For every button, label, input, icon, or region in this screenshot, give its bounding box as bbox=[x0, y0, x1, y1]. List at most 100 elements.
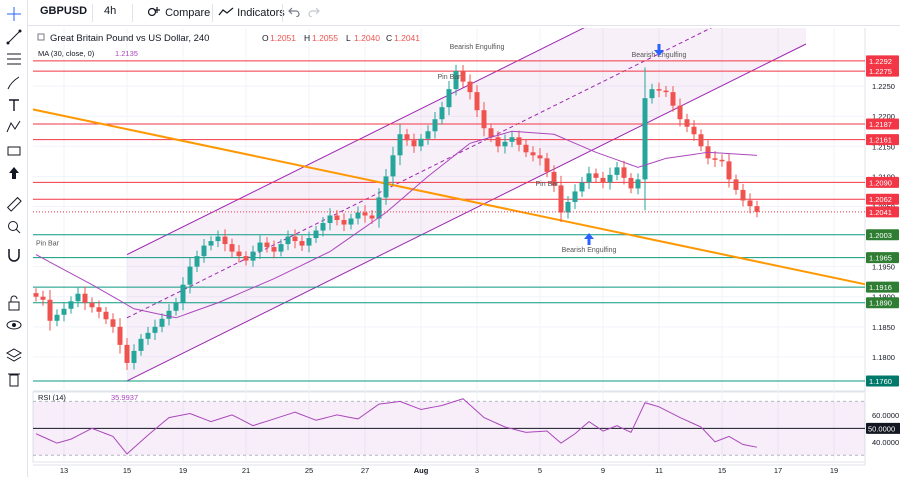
price-tick-label: 1.2200 bbox=[872, 112, 895, 121]
candle-body bbox=[187, 266, 193, 285]
candle-body bbox=[607, 174, 613, 183]
undo-icon bbox=[288, 7, 300, 18]
candle-body bbox=[201, 245, 207, 257]
candle-body bbox=[383, 176, 389, 198]
candle-body bbox=[152, 326, 158, 333]
candle-body bbox=[166, 310, 172, 319]
price-tag bbox=[866, 281, 899, 293]
lock-icon[interactable] bbox=[5, 294, 23, 312]
candle-body bbox=[376, 197, 382, 219]
price-tag-label: 1.2090 bbox=[869, 178, 892, 187]
price-tick-label: 1.2250 bbox=[872, 82, 895, 91]
crosshair-icon[interactable] bbox=[5, 5, 23, 23]
compare-button[interactable]: Compare bbox=[146, 5, 210, 19]
text-icon[interactable] bbox=[5, 96, 23, 114]
top-toolbar: GBPUSD 4h Compare Indicators bbox=[0, 0, 900, 26]
zoom-icon[interactable] bbox=[5, 218, 23, 236]
candle-body bbox=[278, 244, 284, 252]
trash-icon[interactable] bbox=[5, 370, 23, 388]
candle-body bbox=[89, 302, 95, 308]
candle-body bbox=[621, 167, 627, 178]
fib-icon[interactable] bbox=[5, 50, 23, 68]
candle-body bbox=[565, 201, 571, 213]
candle-body bbox=[145, 332, 151, 339]
candle-body bbox=[362, 212, 368, 216]
symbol-search-button[interactable]: GBPUSD bbox=[40, 5, 88, 17]
indicators-icon bbox=[218, 7, 234, 16]
price-tick-label: 1.2150 bbox=[872, 142, 895, 151]
time-tick-label: 15 bbox=[123, 466, 131, 475]
candle-body bbox=[110, 319, 116, 327]
time-tick-label: 25 bbox=[305, 466, 313, 475]
candle-body bbox=[726, 161, 732, 180]
toolbar-divider bbox=[212, 4, 213, 22]
candle-body bbox=[341, 220, 347, 225]
candle-body bbox=[61, 308, 67, 315]
time-tick-label: 13 bbox=[60, 466, 68, 475]
candle-body bbox=[656, 89, 662, 91]
candle-body bbox=[586, 173, 592, 183]
price-tag-label: 1.2161 bbox=[869, 136, 892, 145]
candle-body bbox=[733, 179, 739, 190]
channel-upper-line[interactable] bbox=[126, 0, 806, 256]
candle-body bbox=[572, 191, 578, 202]
channel-lower-line[interactable] bbox=[126, 43, 807, 382]
layers-icon[interactable] bbox=[5, 346, 23, 364]
candle-body bbox=[425, 131, 431, 139]
collapse-legend-button[interactable] bbox=[37, 33, 45, 41]
channel-mid-line[interactable] bbox=[126, 0, 806, 319]
current-price-tag bbox=[866, 206, 899, 218]
price-tag-label: 1.2187 bbox=[869, 120, 892, 129]
toolbar-divider bbox=[282, 4, 283, 22]
candle-body bbox=[558, 185, 564, 213]
candle-body bbox=[432, 119, 438, 132]
price-tag bbox=[866, 252, 899, 264]
time-tick-label: 17 bbox=[774, 466, 782, 475]
orange-trendline[interactable] bbox=[8, 104, 900, 303]
ruler-icon[interactable] bbox=[5, 195, 23, 213]
arrow-icon[interactable] bbox=[5, 164, 23, 182]
magnet-icon[interactable] bbox=[5, 246, 23, 264]
candle-body bbox=[551, 171, 557, 186]
time-tick-label: 9 bbox=[601, 466, 605, 475]
candle-body bbox=[684, 119, 690, 127]
series-title: Great Britain Pound vs US Dollar, 240 bbox=[50, 33, 209, 44]
measure-icon[interactable] bbox=[5, 142, 23, 160]
ohlc-label: O bbox=[262, 33, 269, 43]
time-tick-label: 19 bbox=[179, 466, 187, 475]
brush-icon[interactable] bbox=[5, 74, 23, 92]
time-tick-label: Aug bbox=[414, 466, 429, 475]
candle-body bbox=[446, 89, 452, 108]
redo-icon bbox=[308, 7, 320, 18]
candle-body bbox=[488, 128, 494, 138]
eye-icon[interactable] bbox=[5, 316, 23, 334]
ma-line bbox=[35, 130, 758, 319]
rsi-legend-value: 35.9937 bbox=[111, 393, 138, 402]
candle-body bbox=[264, 242, 270, 248]
interval-button[interactable]: 4h bbox=[104, 5, 117, 17]
redo-button[interactable] bbox=[308, 5, 320, 20]
price-tag-label: 1.1965 bbox=[869, 254, 892, 263]
candle-body bbox=[516, 137, 522, 145]
price-tag bbox=[866, 134, 899, 146]
undo-button[interactable] bbox=[288, 5, 300, 20]
price-tag bbox=[866, 55, 899, 67]
pattern-icon[interactable] bbox=[5, 118, 23, 136]
pattern-annotation: Bearish Engulfing bbox=[450, 44, 505, 51]
candle-body bbox=[642, 98, 648, 180]
candle-body bbox=[635, 179, 641, 189]
time-tick-label: 21 bbox=[242, 466, 250, 475]
price-tag bbox=[866, 297, 899, 309]
ma-legend-value: 1.2135 bbox=[115, 49, 138, 58]
indicators-button[interactable]: Indicators bbox=[218, 5, 285, 19]
candle-body bbox=[47, 299, 53, 321]
arrow-up-icon bbox=[584, 232, 594, 245]
trend-line-icon[interactable] bbox=[5, 28, 23, 46]
candle-body bbox=[523, 144, 529, 153]
rsi-tick-label: 40.0000 bbox=[872, 438, 899, 447]
candle-body bbox=[33, 293, 39, 297]
candle-body bbox=[649, 89, 655, 99]
candle-body bbox=[306, 238, 312, 246]
candle-body bbox=[334, 215, 340, 221]
